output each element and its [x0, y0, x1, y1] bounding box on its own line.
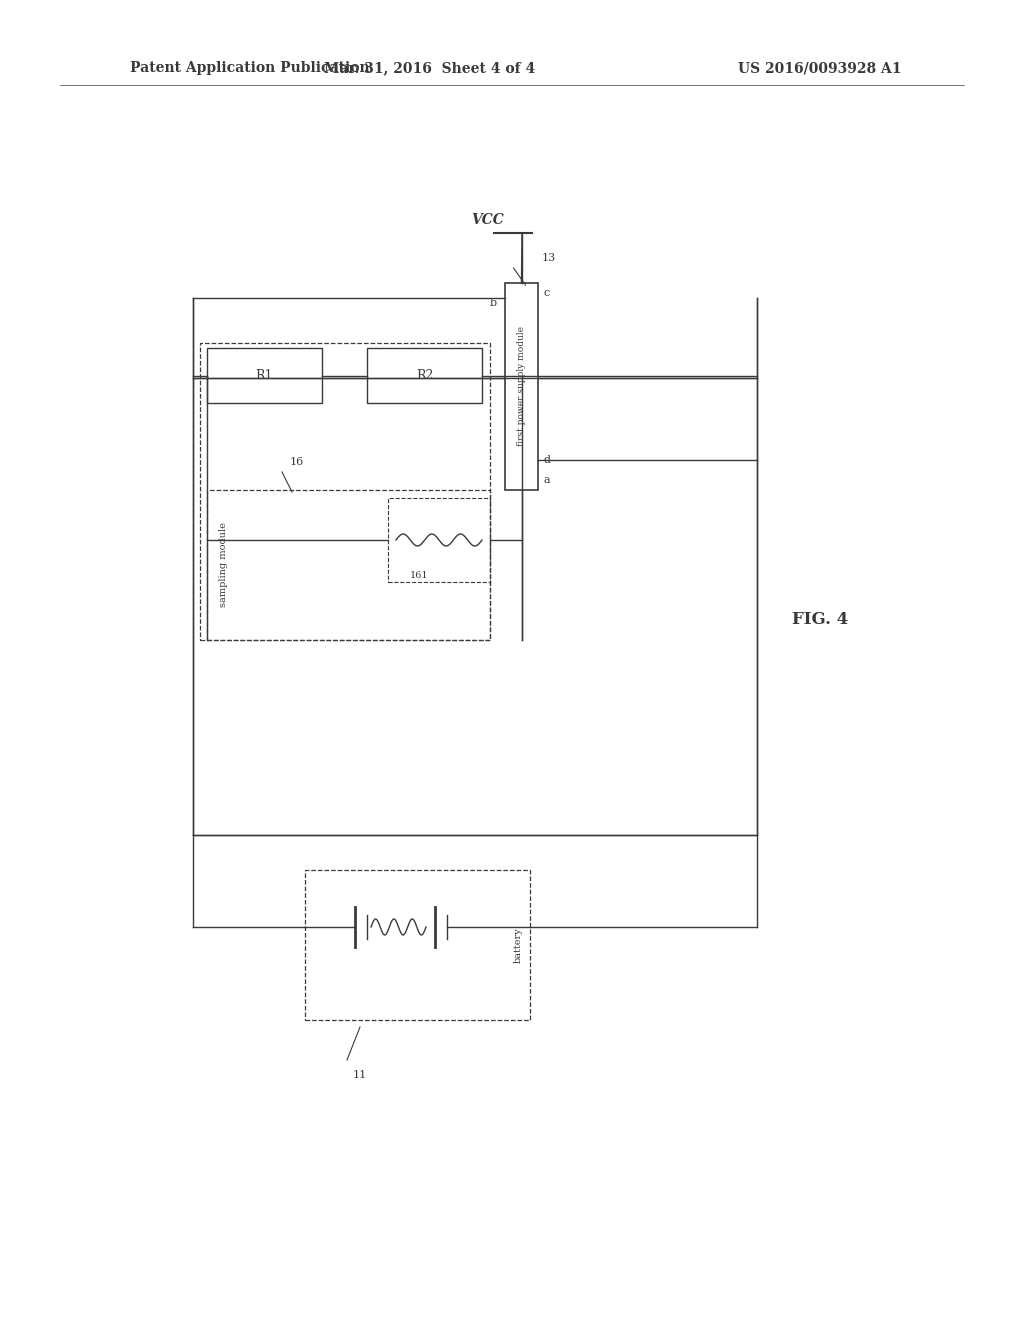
Text: 161: 161 — [410, 572, 429, 581]
Bar — [505, 282, 538, 490]
Bar — [200, 343, 490, 640]
Text: Patent Application Publication: Patent Application Publication — [130, 61, 370, 75]
Bar — [305, 870, 530, 1020]
Bar — [367, 348, 482, 403]
Text: 16: 16 — [290, 457, 304, 467]
Text: battery: battery — [513, 927, 522, 962]
Bar — [207, 348, 322, 403]
Text: a: a — [543, 475, 550, 484]
Text: c: c — [543, 288, 549, 298]
Text: FIG. 4: FIG. 4 — [792, 611, 848, 628]
Text: sampling module: sampling module — [218, 523, 227, 607]
Text: US 2016/0093928 A1: US 2016/0093928 A1 — [738, 61, 902, 75]
Text: 13: 13 — [542, 253, 556, 263]
Text: R1: R1 — [256, 370, 273, 381]
Bar — [207, 490, 490, 640]
Text: Mar. 31, 2016  Sheet 4 of 4: Mar. 31, 2016 Sheet 4 of 4 — [325, 61, 536, 75]
Text: R2: R2 — [416, 370, 433, 381]
Bar — [193, 378, 757, 836]
Text: VCC: VCC — [471, 213, 504, 227]
Text: b: b — [489, 298, 497, 308]
Bar — [388, 498, 490, 582]
Text: first power supply module: first power supply module — [517, 326, 526, 446]
Text: 11: 11 — [353, 1071, 368, 1080]
Text: d: d — [543, 455, 550, 465]
